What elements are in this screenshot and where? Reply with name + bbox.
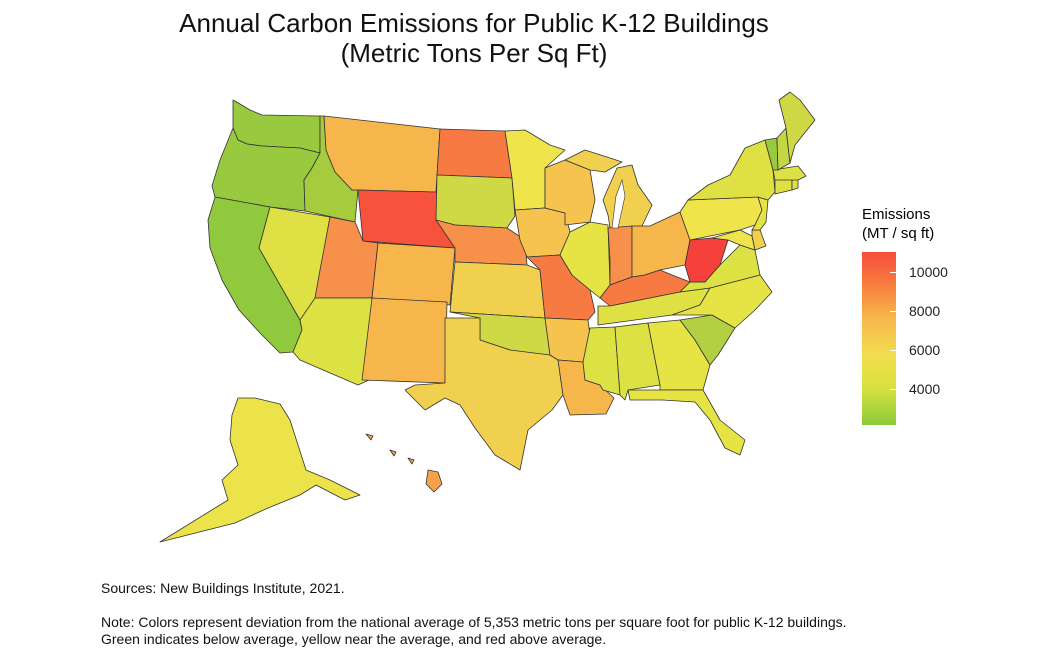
state-ak [159, 397, 361, 543]
state-co [371, 242, 456, 306]
legend-color-bar [862, 252, 896, 425]
state-nj [751, 196, 769, 231]
us-choropleth-map [159, 91, 816, 543]
legend-tick-mark [890, 389, 896, 390]
state-tx [404, 317, 564, 471]
state-ny [687, 139, 776, 201]
state-ar [544, 317, 591, 363]
state-de [751, 229, 767, 251]
state-ky [599, 269, 691, 307]
legend-tick-6000: 6000 [909, 342, 941, 358]
legend-title: Emissions (MT / sq ft) [862, 205, 934, 243]
legend-title-line-2: (MT / sq ft) [862, 225, 935, 242]
legend-tick-4000: 4000 [909, 381, 941, 397]
sources-text: Sources: New Buildings Institute, 2021. [101, 580, 345, 596]
state-mi-upper [564, 149, 623, 173]
legend-title-line-1: Emissions [862, 206, 931, 223]
legend-tick-10000: 10000 [909, 264, 948, 280]
state-mi [602, 164, 653, 229]
legend-tick-mark [890, 272, 896, 273]
state-hi [365, 433, 443, 493]
state-ma [772, 165, 807, 181]
state-nd [436, 128, 513, 179]
chart-title-line-1: Annual Carbon Emissions for Public K-12 … [179, 8, 769, 38]
legend-tick-mark [890, 350, 896, 351]
chart-title: Annual Carbon Emissions for Public K-12 … [0, 8, 948, 68]
legend-tick-8000: 8000 [909, 303, 941, 319]
state-in [607, 225, 633, 286]
state-nm [361, 297, 448, 384]
note-line-2: Green indicates below average, yellow ne… [101, 631, 607, 647]
chart-title-line-2: (Metric Tons Per Sq Ft) [340, 38, 608, 68]
legend-tick-mark [890, 311, 896, 312]
state-sd [435, 174, 516, 229]
state-me [778, 91, 816, 164]
note-line-1: Note: Colors represent deviation from th… [101, 614, 847, 630]
state-fl [627, 389, 746, 456]
lake-michigan [611, 178, 626, 229]
state-pa [679, 196, 763, 241]
state-ks [449, 261, 546, 319]
